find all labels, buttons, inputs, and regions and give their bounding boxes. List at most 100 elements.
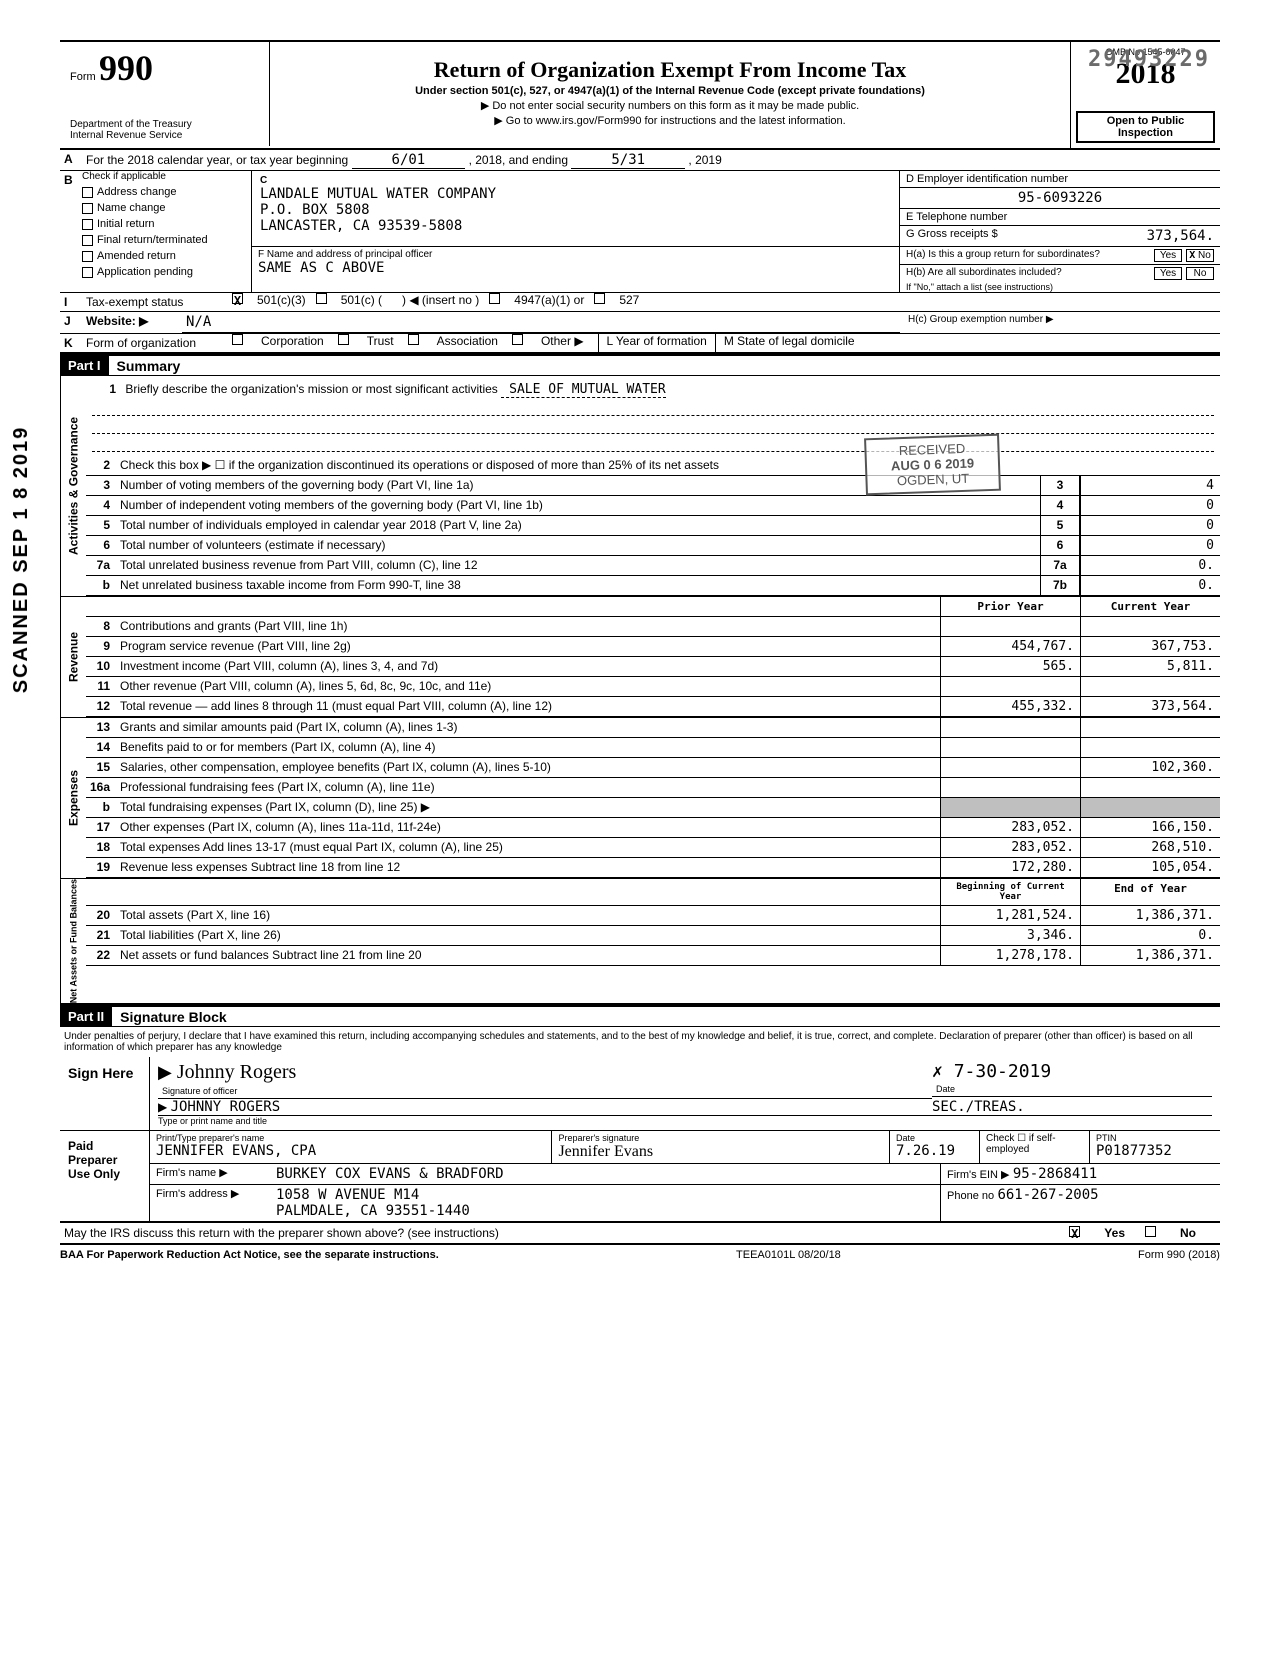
firm-addr-label: Firm's address ▶ [150, 1185, 270, 1221]
table-row: 12Total revenue — add lines 8 through 11… [86, 697, 1220, 717]
scanned-stamp: SCANNED SEP 1 8 2019 [10, 425, 33, 693]
txt-insert-no: ) ◀ (insert no ) [392, 293, 489, 311]
prep-date: 7.26.19 [896, 1143, 973, 1159]
hb-no[interactable]: No [1186, 267, 1214, 280]
sign-date-label: Date [932, 1082, 1212, 1097]
chk-initial-return[interactable]: Initial return [82, 216, 251, 232]
txt-501c: 501(c) ( [331, 293, 392, 311]
ha-no[interactable]: X No [1186, 249, 1214, 262]
form-label: Form [70, 71, 96, 83]
opt-corp: Corporation [247, 334, 338, 352]
sign-here-label: Sign Here [60, 1057, 150, 1130]
officer-name: JOHNNY ROGERS [171, 1099, 281, 1115]
dept-irs: Internal Revenue Service [70, 130, 259, 141]
line1-text: Briefly describe the organization's miss… [125, 382, 497, 396]
table-row: 11Other revenue (Part VIII, column (A), … [86, 677, 1220, 697]
footer-teea: TEEA0101L 08/20/18 [736, 1249, 841, 1261]
col-beginning-year: Beginning of Current Year [940, 879, 1080, 905]
year-end: 5/31 [571, 152, 685, 169]
line7a-value: 0. [1080, 556, 1220, 575]
stamp-number: 29493229 [1088, 47, 1210, 72]
org-addr2: LANCASTER, CA 93539-5808 [260, 218, 891, 234]
year-begin: 6/01 [352, 152, 466, 169]
chk-corp[interactable] [232, 334, 243, 345]
prep-name: JENNIFER EVANS, CPA [156, 1143, 545, 1159]
org-name: LANDALE MUTUAL WATER COMPANY [260, 186, 891, 202]
irs-yes-check[interactable]: X [1069, 1226, 1080, 1237]
col-current-year: Current Year [1080, 597, 1220, 616]
line4-value: 0 [1080, 496, 1220, 515]
prep-sig-label: Preparer's signature [558, 1133, 883, 1143]
ein-label: D Employer identification number [906, 173, 1068, 185]
firm-name-label: Firm's name ▶ [150, 1164, 270, 1184]
txt-4947: 4947(a)(1) or [504, 293, 594, 311]
phone-label: E Telephone number [906, 211, 1007, 223]
part2-header: Part II Signature Block [60, 1005, 1220, 1027]
state-domicile-label: M State of legal domicile [715, 334, 915, 352]
chk-4947[interactable] [489, 293, 500, 304]
org-addr1: P.O. BOX 5808 [260, 202, 891, 218]
ha-yes[interactable]: Yes [1154, 249, 1182, 262]
officer-signature: Johnny Rogers [177, 1061, 296, 1083]
chk-501c3[interactable]: X [232, 293, 243, 304]
chk-assoc[interactable] [408, 334, 419, 345]
open-public-badge: Open to Public Inspection [1076, 111, 1215, 143]
prep-date-label: Date [896, 1133, 973, 1143]
chk-527[interactable] [594, 293, 605, 304]
chk-app-pending[interactable]: Application pending [82, 264, 251, 280]
line5-value: 0 [1080, 516, 1220, 535]
line3-value: 4 [1080, 476, 1220, 495]
row-k: K Form of organization Corporation Trust… [60, 334, 1220, 354]
officer-label: F Name and address of principal officer [258, 249, 893, 260]
mission-value: SALE OF MUTUAL WATER [501, 382, 666, 398]
table-row: 18Total expenses Add lines 13-17 (must e… [86, 838, 1220, 858]
row-j: J Website: ▶ N/A H(c) Group exemption nu… [60, 312, 1220, 334]
table-row: 10Investment income (Part VIII, column (… [86, 657, 1220, 677]
prep-name-label: Print/Type preparer's name [156, 1133, 545, 1143]
chk-other[interactable] [512, 334, 523, 345]
prep-signature: Jennifer Evans [558, 1143, 883, 1161]
officer-title: SEC./TREAS. [932, 1099, 1212, 1115]
main-title: Return of Organization Exempt From Incom… [275, 57, 1065, 83]
ha-label: H(a) Is this a group return for subordin… [906, 249, 1100, 262]
table-row: 15Salaries, other compensation, employee… [86, 758, 1220, 778]
part2-title: Signature Block [112, 1009, 227, 1025]
chk-address-change[interactable]: Address change [82, 184, 251, 200]
chk-final-return[interactable]: Final return/terminated [82, 232, 251, 248]
chk-amended[interactable]: Amended return [82, 248, 251, 264]
footer-baa: BAA For Paperwork Reduction Act Notice, … [60, 1249, 439, 1261]
part2-badge: Part II [60, 1007, 112, 1026]
irs-no-check[interactable] [1145, 1226, 1156, 1237]
table-row: 16aProfessional fundraising fees (Part I… [86, 778, 1220, 798]
firm-name: BURKEY COX EVANS & BRADFORD [270, 1164, 940, 1184]
ein-value: 95-6093226 [900, 188, 1220, 209]
part1-title: Summary [109, 358, 181, 374]
hb-yes[interactable]: Yes [1154, 267, 1182, 280]
gross-receipts-label: G Gross receipts $ [906, 228, 998, 244]
txt-501c3: 501(c)(3) [247, 293, 316, 311]
firm-addr1: 1058 W AVENUE M14 [276, 1187, 934, 1203]
sign-here-block: Sign Here ▶ Johnny Rogers Signature of o… [60, 1057, 1220, 1131]
table-row: 19Revenue less expenses Subtract line 18… [86, 858, 1220, 878]
chk-501c[interactable] [316, 293, 327, 304]
form-header: Form 990 Department of the Treasury Inte… [60, 40, 1220, 150]
year-formation-label: L Year of formation [598, 334, 715, 352]
firm-phone: 661-267-2005 [997, 1187, 1098, 1203]
preparer-label: Paid Preparer Use Only [60, 1131, 150, 1221]
part1-badge: Part I [60, 356, 109, 375]
chk-trust[interactable] [338, 334, 349, 345]
table-row: 8Contributions and grants (Part VIII, li… [86, 617, 1220, 637]
rev-side-label: Revenue [60, 597, 86, 717]
chk-name-change[interactable]: Name change [82, 200, 251, 216]
opt-trust: Trust [353, 334, 408, 352]
website-value: N/A [182, 312, 900, 333]
col-end-year: End of Year [1080, 879, 1220, 905]
received-stamp: RECEIVED AUG 0 6 2019 OGDEN, UT [864, 434, 1001, 496]
gov-side-label: Activities & Governance [60, 376, 86, 596]
officer-name-label: Type or print name and title [158, 1115, 1212, 1126]
label-i: I [60, 293, 82, 311]
gov-section: Activities & Governance 1 Briefly descri… [60, 376, 1220, 597]
self-employed-check[interactable]: Check ☐ if self-employed [980, 1131, 1090, 1163]
firm-ein: 95-2868411 [1013, 1166, 1097, 1182]
net-side-label: Net Assets or Fund Balances [60, 879, 86, 1003]
